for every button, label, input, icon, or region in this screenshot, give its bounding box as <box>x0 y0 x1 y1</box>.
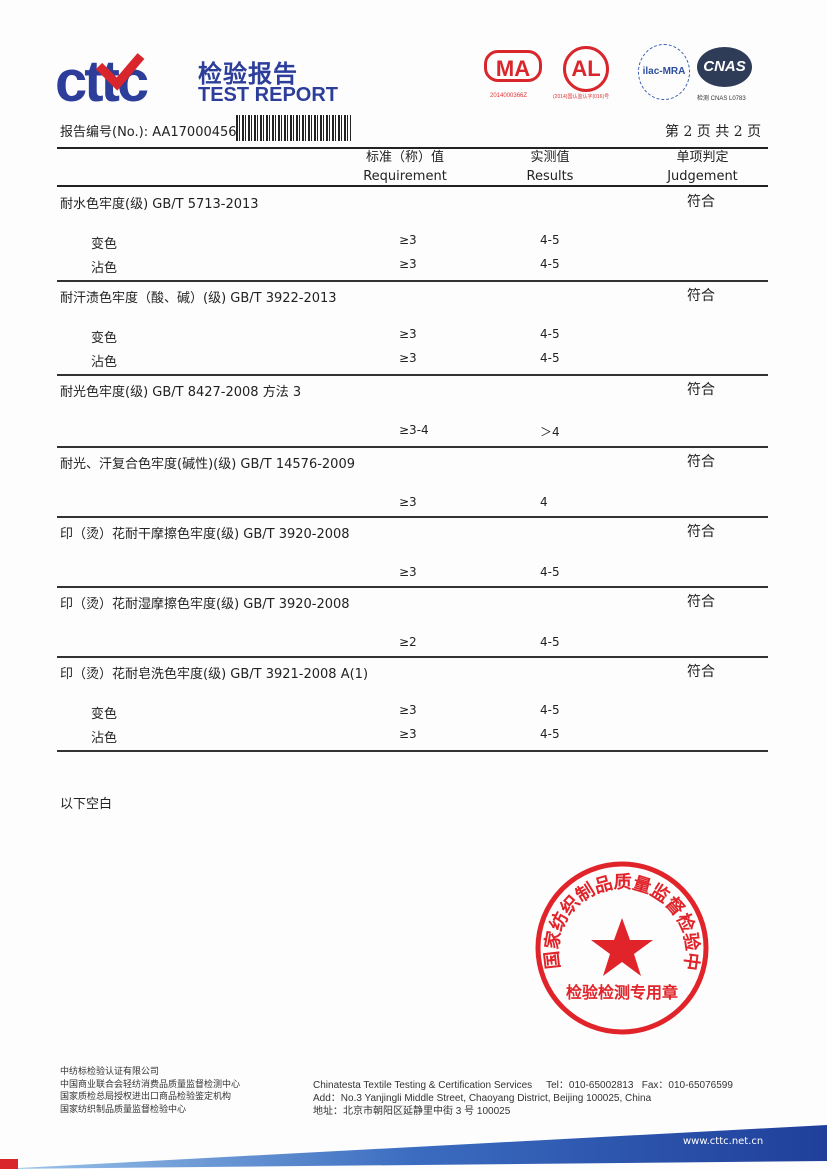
cnas-mark-icon: CNAS <box>697 47 752 87</box>
table-header-divider <box>57 185 768 187</box>
ilac-mra-icon: ilac-MRA <box>638 44 690 100</box>
requirement-value: ≥3 <box>399 257 417 271</box>
test-section: 印（烫）花耐干摩擦色牢度(级) GB/T 3920-2008 符合 ≥3 4-5 <box>57 517 768 588</box>
test-section: 耐水色牢度(级) GB/T 5713-2013 符合变色 ≥3 4-5 沾色 ≥3 4-5 <box>57 187 768 282</box>
judgement: 符合 <box>687 194 715 210</box>
sub-item-label: 变色 <box>91 707 118 722</box>
stamp-bottom-text: 检验检测专用章 <box>566 983 678 1002</box>
result-value: 4-5 <box>540 233 560 247</box>
sub-item-label: 沾色 <box>91 261 118 276</box>
test-item-title: 耐水色牢度(级) GB/T 5713-2013 <box>60 197 259 212</box>
requirement-value: ≥3 <box>399 727 417 741</box>
sub-item-label: 变色 <box>91 237 118 252</box>
requirement-value: ≥2 <box>399 635 417 649</box>
judgement: 符合 <box>687 288 715 304</box>
result-value: 4-5 <box>540 351 560 365</box>
result-value: ＞4 <box>540 425 560 439</box>
cnas-code: 检测 CNAS L0783 <box>697 96 746 102</box>
test-item-title: 印（烫）花耐湿摩擦色牢度(级) GB/T 3920-2008 <box>60 597 350 612</box>
test-section: 印（烫）花耐湿摩擦色牢度(级) GB/T 3920-2008 符合 ≥2 4-5 <box>57 587 768 658</box>
result-value: 4-5 <box>540 565 560 579</box>
judgement: 符合 <box>687 594 715 610</box>
star-icon <box>591 918 653 976</box>
cma-mark-icon: MA <box>484 50 542 82</box>
judgement: 符合 <box>687 664 715 680</box>
col-requirement: 标准（称）值 Requirement <box>363 150 447 184</box>
result-value: 4-5 <box>540 257 560 271</box>
test-item-title: 耐光色牢度(级) GB/T 8427-2008 方法 3 <box>60 385 302 400</box>
logo-checkmark-icon <box>95 53 145 91</box>
requirement-value: ≥3-4 <box>399 423 429 437</box>
blank-note: 以下空白 <box>60 797 113 812</box>
judgement: 符合 <box>687 524 715 540</box>
judgement: 符合 <box>687 454 715 470</box>
sub-item-label: 沾色 <box>91 355 118 370</box>
result-value: 4-5 <box>540 635 560 649</box>
requirement-value: ≥3 <box>399 495 417 509</box>
sub-item-label: 变色 <box>91 331 118 346</box>
footer-contact: Chinatesta Textile Testing & Certificati… <box>313 1080 733 1117</box>
test-section: 耐光色牢度(级) GB/T 8427-2008 方法 3 符合 ≥3-4 ＞4 <box>57 375 768 448</box>
col-judgement: 单项判定 Judgement <box>667 150 738 184</box>
page-info: 第 2 页 共 2 页 <box>665 124 762 140</box>
col-results: 实测值 Results <box>526 150 574 184</box>
requirement-value: ≥3 <box>399 327 417 341</box>
header-divider <box>57 147 768 149</box>
result-value: 4-5 <box>540 703 560 717</box>
sub-item-label: 沾色 <box>91 731 118 746</box>
requirement-value: ≥3 <box>399 233 417 247</box>
cal-code: (2014)国认监认字(016)号 <box>553 94 610 100</box>
requirement-value: ≥3 <box>399 351 417 365</box>
cma-code: 2014000366Z <box>490 93 528 99</box>
requirement-value: ≥3 <box>399 565 417 579</box>
test-item-title: 耐汗渍色牢度（酸、碱）(级) GB/T 3922-2013 <box>60 291 337 306</box>
test-item-title: 印（烫）花耐干摩擦色牢度(级) GB/T 3920-2008 <box>60 527 350 542</box>
test-section: 耐汗渍色牢度（酸、碱）(级) GB/T 3922-2013 符合变色 ≥3 4-5 沾色… <box>57 281 768 376</box>
website-link[interactable]: www.cttc.net.cn <box>683 1136 764 1147</box>
barcode <box>236 115 351 141</box>
report-title-cn: 检验报告 <box>198 60 298 88</box>
test-section: 印（烫）花耐皂洗色牢度(级) GB/T 3921-2008 A(1) 符合变色 ≥3… <box>57 657 768 752</box>
report-number: 报告编号(No.): AA17000456 <box>60 125 237 140</box>
result-value: 4 <box>540 495 548 509</box>
requirement-value: ≥3 <box>399 703 417 717</box>
judgement: 符合 <box>687 382 715 398</box>
test-section: 耐光、汗复合色牢度(碱性)(级) GB/T 14576-2009 符合 ≥3 4 <box>57 447 768 518</box>
footer-orgs: 中纺标检验认证有限公司 中国商业联合会轻纺消费品质量监督检测中心 国家质检总局授权进… <box>60 1067 241 1115</box>
test-item-title: 耐光、汗复合色牢度(碱性)(级) GB/T 14576-2009 <box>60 457 355 472</box>
official-stamp: 国家纺织制品质量监督检验中心 检验检测专用章 <box>532 858 709 1035</box>
result-value: 4-5 <box>540 727 560 741</box>
test-item-title: 印（烫）花耐皂洗色牢度(级) GB/T 3921-2008 A(1) <box>60 667 369 682</box>
cal-mark-icon: AL <box>563 46 609 92</box>
footer-band <box>0 1125 827 1169</box>
report-title-en: TEST REPORT <box>198 84 339 106</box>
result-value: 4-5 <box>540 327 560 341</box>
